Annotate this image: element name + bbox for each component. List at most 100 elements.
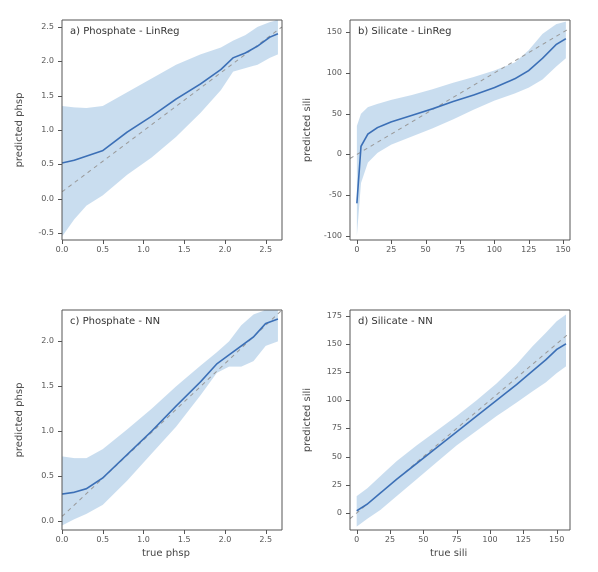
xtick-label: 0.0 bbox=[56, 246, 69, 254]
ytick-mark bbox=[346, 154, 350, 155]
ytick-label: -0.5 bbox=[24, 229, 54, 237]
ytick-mark bbox=[58, 431, 62, 432]
xtick-mark bbox=[426, 240, 427, 244]
chart-c bbox=[62, 310, 282, 530]
ytick-mark bbox=[58, 164, 62, 165]
ytick-label: 150 bbox=[312, 340, 342, 348]
ytick-label: 150 bbox=[312, 28, 342, 36]
chart-a bbox=[62, 20, 282, 240]
mean-line bbox=[357, 344, 566, 511]
y-axis-label: predicted phsp bbox=[14, 93, 25, 168]
ytick-mark bbox=[58, 27, 62, 28]
ytick-mark bbox=[58, 521, 62, 522]
xtick-label: 1.0 bbox=[137, 246, 150, 254]
xtick-label: 100 bbox=[487, 246, 502, 254]
ytick-mark bbox=[346, 316, 350, 317]
ytick-label: 50 bbox=[312, 453, 342, 461]
xtick-label: 1.5 bbox=[178, 536, 191, 544]
panel-title: d) Silicate - NN bbox=[358, 316, 433, 327]
ytick-mark bbox=[58, 130, 62, 131]
xtick-mark bbox=[457, 530, 458, 534]
ytick-mark bbox=[346, 400, 350, 401]
xtick-label: 50 bbox=[418, 536, 428, 544]
ytick-mark bbox=[346, 513, 350, 514]
ytick-mark bbox=[58, 233, 62, 234]
ytick-mark bbox=[58, 96, 62, 97]
ytick-label: 75 bbox=[312, 424, 342, 432]
xtick-mark bbox=[391, 240, 392, 244]
ytick-label: 100 bbox=[312, 69, 342, 77]
panel-c: 0.00.51.01.52.02.50.00.51.01.52.0c) Phos… bbox=[62, 310, 282, 530]
ytick-label: -100 bbox=[312, 232, 342, 240]
confidence-band bbox=[357, 22, 566, 236]
xtick-label: 2.0 bbox=[219, 536, 232, 544]
panel-title: a) Phosphate - LinReg bbox=[70, 26, 179, 37]
ytick-label: 0 bbox=[312, 150, 342, 158]
xtick-label: 25 bbox=[386, 246, 396, 254]
confidence-band bbox=[357, 315, 566, 527]
ytick-label: 2.5 bbox=[24, 23, 54, 31]
panel-a: 0.00.51.01.52.02.5-0.50.00.51.01.52.02.5… bbox=[62, 20, 282, 240]
xtick-mark bbox=[184, 530, 185, 534]
ytick-label: 100 bbox=[312, 396, 342, 404]
xtick-mark bbox=[357, 530, 358, 534]
ytick-label: 2.0 bbox=[24, 57, 54, 65]
ytick-mark bbox=[346, 485, 350, 486]
ytick-label: 175 bbox=[312, 312, 342, 320]
xtick-label: 125 bbox=[521, 246, 536, 254]
xtick-label: 1.0 bbox=[137, 536, 150, 544]
panel-title: c) Phosphate - NN bbox=[70, 316, 160, 327]
panel-title: b) Silicate - LinReg bbox=[358, 26, 451, 37]
ytick-label: 0.0 bbox=[24, 195, 54, 203]
xtick-mark bbox=[357, 240, 358, 244]
ytick-label: 0 bbox=[312, 509, 342, 517]
xtick-mark bbox=[225, 530, 226, 534]
xtick-mark bbox=[523, 530, 524, 534]
ytick-label: 125 bbox=[312, 368, 342, 376]
xtick-label: 0.5 bbox=[96, 536, 109, 544]
ytick-mark bbox=[346, 457, 350, 458]
xtick-mark bbox=[225, 240, 226, 244]
xtick-label: 0.5 bbox=[96, 246, 109, 254]
xtick-mark bbox=[423, 530, 424, 534]
xtick-mark bbox=[529, 240, 530, 244]
xtick-mark bbox=[103, 240, 104, 244]
xtick-label: 25 bbox=[385, 536, 395, 544]
xtick-label: 0 bbox=[354, 536, 359, 544]
ytick-label: 1.0 bbox=[24, 427, 54, 435]
ytick-mark bbox=[346, 236, 350, 237]
y-axis-label: predicted sili bbox=[302, 98, 313, 162]
ytick-mark bbox=[346, 428, 350, 429]
xtick-mark bbox=[143, 530, 144, 534]
ytick-label: -50 bbox=[312, 191, 342, 199]
y-axis-label: predicted sili bbox=[302, 388, 313, 452]
xtick-mark bbox=[143, 240, 144, 244]
xtick-mark bbox=[266, 240, 267, 244]
ytick-label: 25 bbox=[312, 481, 342, 489]
ytick-label: 1.5 bbox=[24, 382, 54, 390]
xtick-label: 125 bbox=[516, 536, 531, 544]
ytick-label: 0.5 bbox=[24, 472, 54, 480]
ytick-mark bbox=[58, 476, 62, 477]
ytick-mark bbox=[58, 199, 62, 200]
xtick-mark bbox=[266, 530, 267, 534]
xtick-mark bbox=[390, 530, 391, 534]
xtick-label: 0.0 bbox=[56, 536, 69, 544]
ytick-mark bbox=[346, 195, 350, 196]
xtick-label: 150 bbox=[555, 246, 570, 254]
ytick-mark bbox=[58, 386, 62, 387]
xtick-label: 75 bbox=[455, 246, 465, 254]
panel-d: 02550751001251500255075100125150175d) Si… bbox=[350, 310, 570, 530]
ytick-mark bbox=[346, 372, 350, 373]
chart-d bbox=[350, 310, 570, 530]
xtick-mark bbox=[103, 530, 104, 534]
xtick-label: 100 bbox=[482, 536, 497, 544]
figure: 0.0 0.5 1.0 1.5 2.0 2.5 -0.5 0.00.51.01.52.02.5… bbox=[0, 0, 598, 572]
xtick-mark bbox=[490, 530, 491, 534]
ytick-mark bbox=[58, 341, 62, 342]
ytick-mark bbox=[346, 344, 350, 345]
xtick-mark bbox=[62, 240, 63, 244]
ytick-label: 2.0 bbox=[24, 337, 54, 345]
xtick-mark bbox=[563, 240, 564, 244]
chart-b bbox=[350, 20, 570, 240]
